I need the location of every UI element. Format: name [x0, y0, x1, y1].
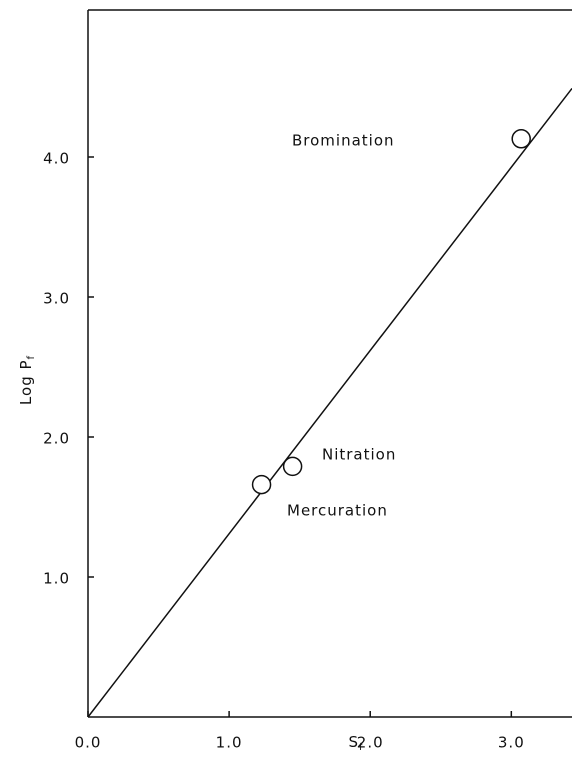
- y-tick-label: 1.0: [43, 570, 70, 588]
- x-axis-label-main: S: [348, 733, 359, 751]
- x-tick-label: 3.0: [498, 734, 525, 752]
- annotation: Bromination: [292, 132, 395, 150]
- data-point: [251, 474, 272, 495]
- x-tick-label: 0.0: [75, 734, 102, 752]
- x-tick-label: 1.0: [216, 734, 243, 752]
- data-point: [282, 456, 303, 477]
- y-tick-label: 2.0: [43, 430, 70, 448]
- x-axis-label-sub: f: [359, 742, 364, 753]
- x-axis-label: Sf: [348, 733, 363, 754]
- data-point: [511, 129, 531, 149]
- y-axis-label: Log Pf: [17, 355, 38, 405]
- annotation: Nitration: [322, 446, 396, 464]
- x-tick-label: 2.0: [357, 734, 384, 752]
- y-axis-label-sub: f: [26, 355, 37, 360]
- y-tick-label: 3.0: [43, 290, 70, 308]
- fit-line: [87, 87, 572, 718]
- annotation: Mercuration: [287, 502, 388, 520]
- y-tick-label: 4.0: [43, 150, 70, 168]
- y-axis-label-main: Log P: [17, 359, 35, 405]
